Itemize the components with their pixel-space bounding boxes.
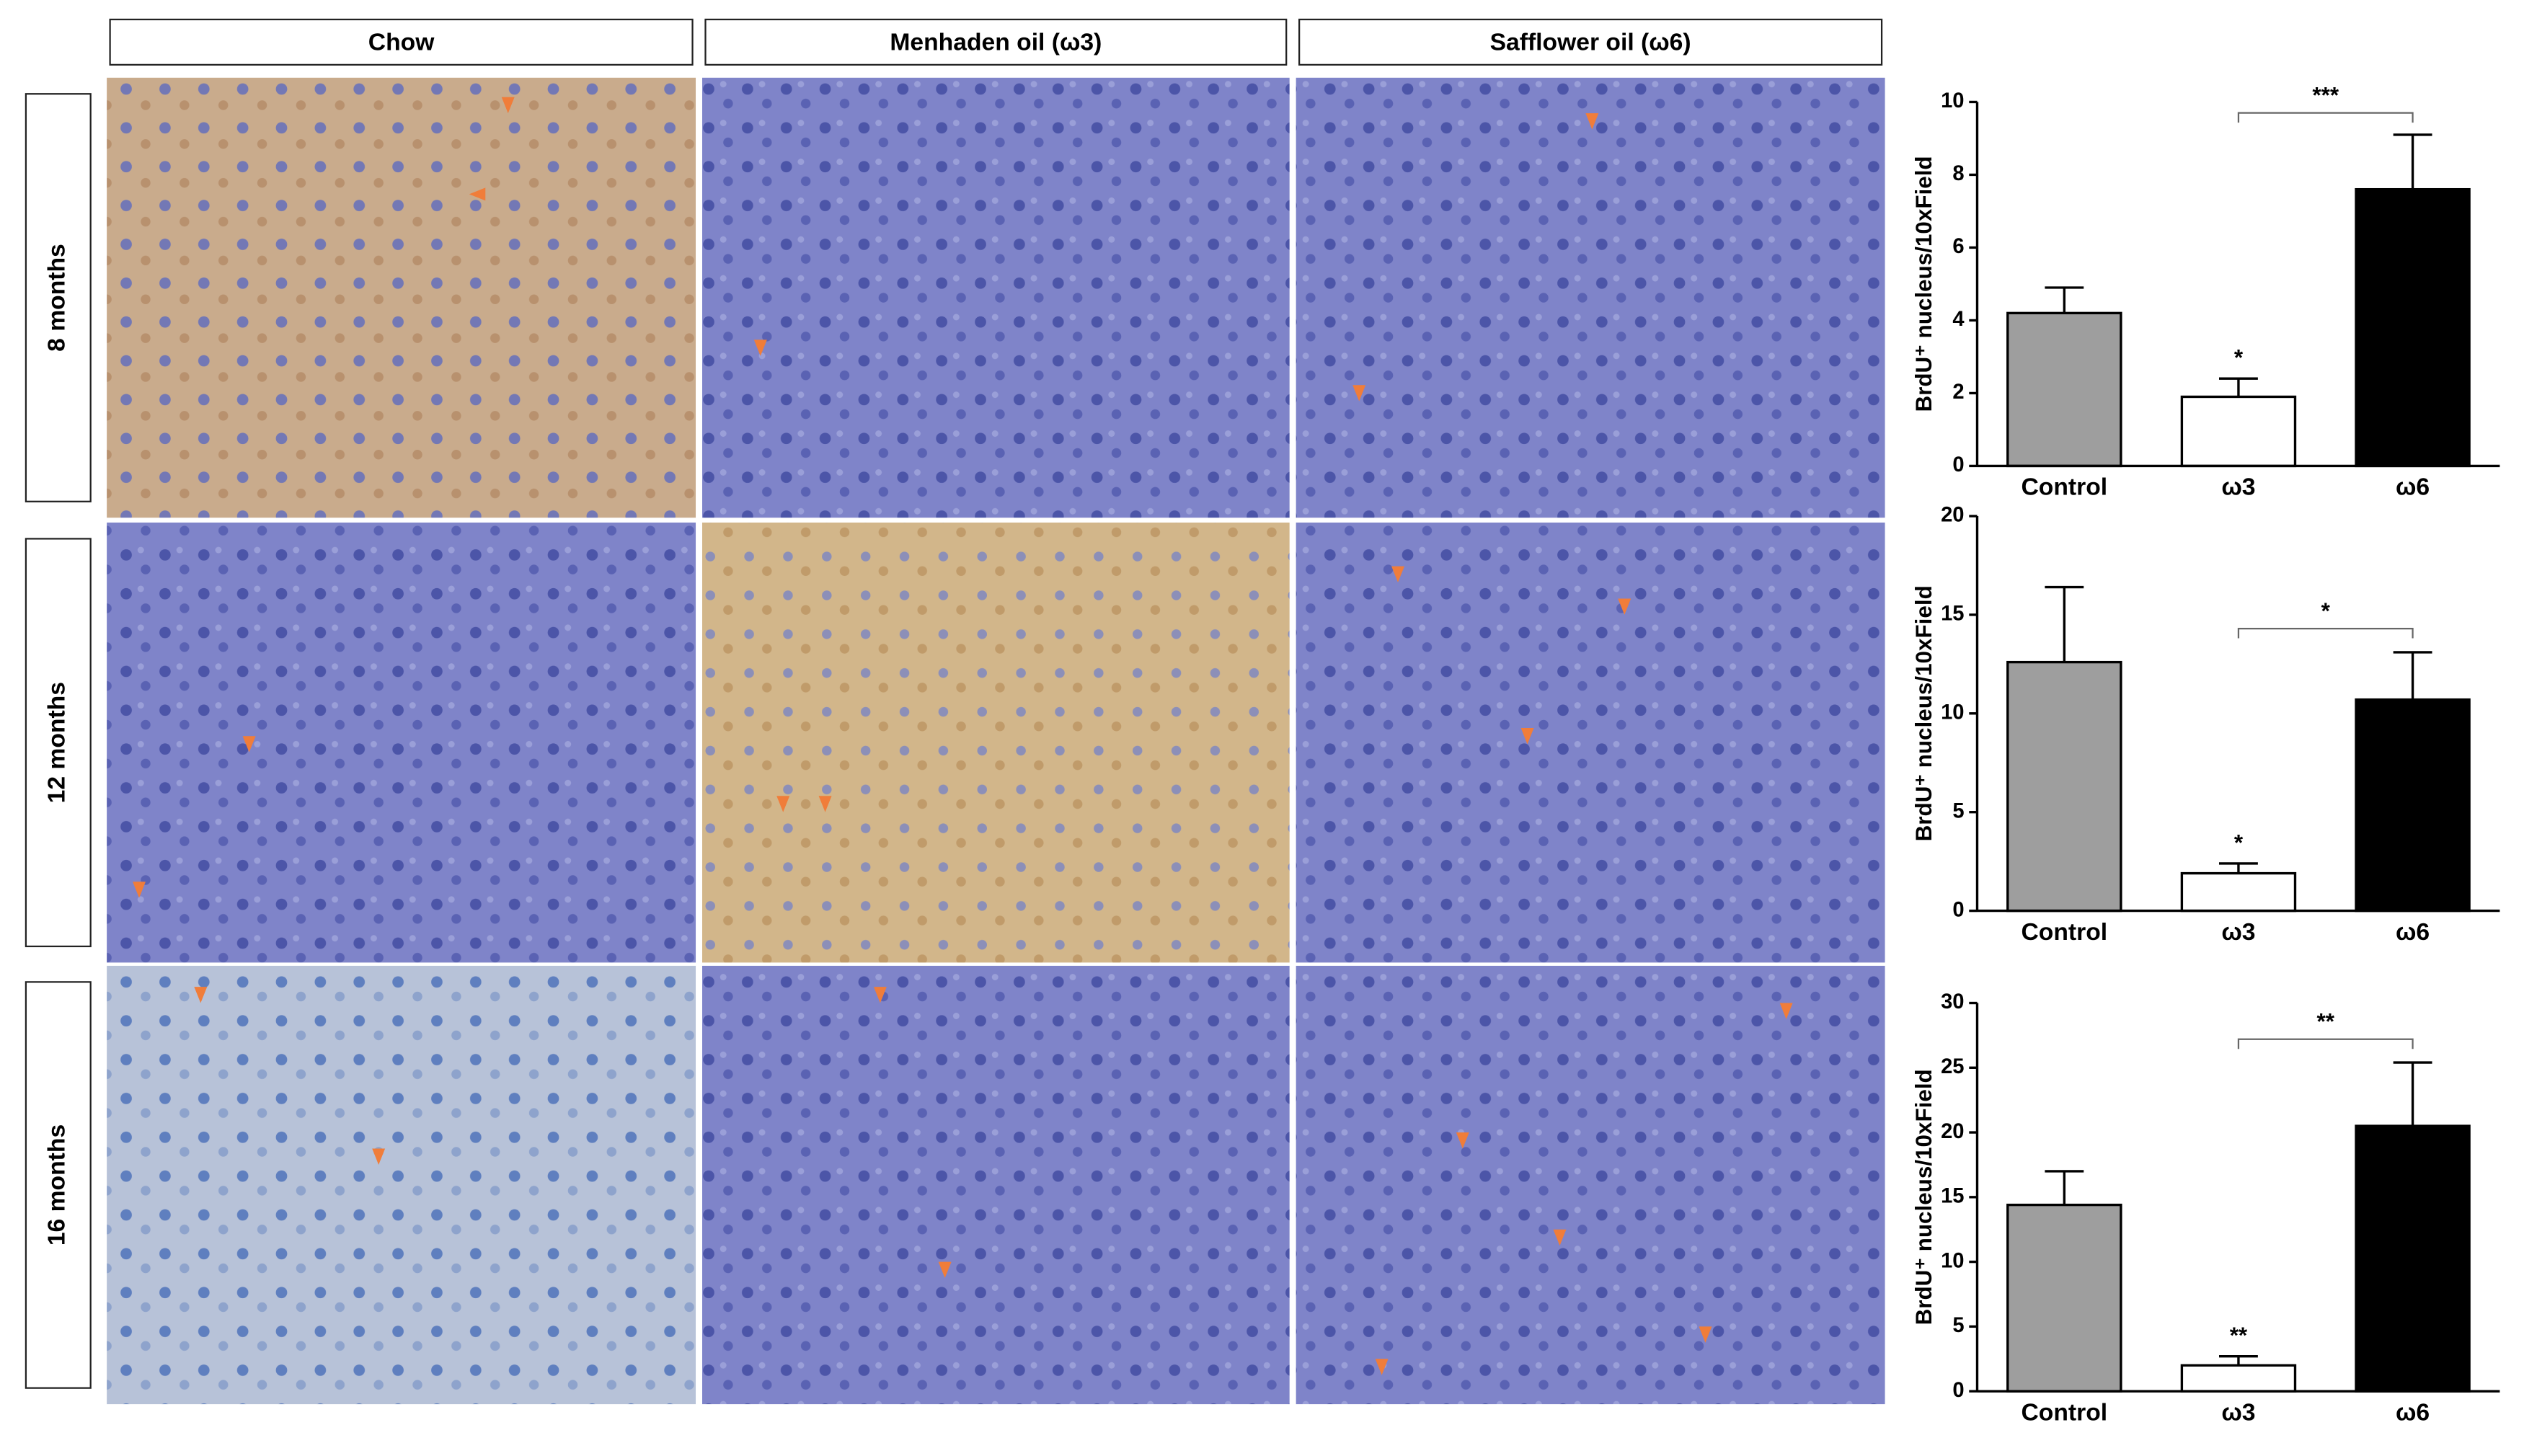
- significance-bracket: [2237, 112, 2414, 123]
- y-tick-label: 8: [1952, 162, 1964, 185]
- micrograph: [1296, 965, 1885, 1405]
- micrograph: [107, 965, 696, 1405]
- y-tick-label: 6: [1952, 235, 1964, 258]
- micrograph: [107, 522, 696, 963]
- micrograph: [702, 965, 1290, 1405]
- micrograph: [1296, 77, 1885, 518]
- y-tick-label: 0: [1952, 1379, 1964, 1402]
- significance: **: [2230, 1323, 2248, 1348]
- y-tick-label: 5: [1952, 799, 1964, 822]
- column-header: Chow: [368, 30, 435, 56]
- y-tick-label: 10: [1941, 1249, 1964, 1272]
- micrograph: [1296, 522, 1885, 963]
- y-tick-label: 30: [1941, 990, 1964, 1013]
- y-tick-label: 0: [1952, 453, 1964, 476]
- y-tick-label: 10: [1941, 701, 1964, 724]
- y-tick-label: 4: [1952, 308, 1965, 331]
- column-header: Menhaden oil (ω3): [890, 30, 1102, 56]
- bar: [2006, 311, 2122, 468]
- y-tick-label: 20: [1941, 1120, 1964, 1143]
- significance: *: [2234, 345, 2244, 370]
- x-tick-label: ω3: [2221, 1399, 2255, 1426]
- x-tick-label: Control: [2021, 474, 2107, 501]
- bar: [2180, 871, 2297, 913]
- y-tick-label: 2: [1952, 381, 1964, 404]
- x-tick-label: ω3: [2221, 919, 2255, 946]
- x-tick-label: Control: [2021, 1399, 2107, 1426]
- header-box: [109, 18, 694, 66]
- x-tick-label: Control: [2021, 919, 2107, 946]
- y-axis-label: BrdU⁺ nucleus/10xField: [1911, 156, 1936, 412]
- y-tick-label: 15: [1941, 1185, 1964, 1208]
- column-header: Safflower oil (ω6): [1490, 30, 1691, 56]
- x-tick-label: ω6: [2396, 1399, 2430, 1426]
- micrograph: [702, 522, 1290, 963]
- significance: ***: [2312, 82, 2339, 107]
- x-tick-label: ω3: [2221, 474, 2255, 501]
- y-axis-label: BrdU⁺ nucleus/10xField: [1911, 585, 1936, 841]
- bar: [2355, 698, 2471, 913]
- significance-bracket: [2237, 627, 2414, 639]
- significance-bracket: [2237, 1038, 2414, 1049]
- y-tick-label: 15: [1941, 603, 1964, 626]
- micrographs: [107, 64, 1885, 1405]
- bar: [2006, 1203, 2122, 1393]
- significance: *: [2321, 598, 2331, 623]
- bar: [2180, 1364, 2297, 1393]
- row-label: 16 months: [44, 1124, 71, 1246]
- row-label-box: [25, 93, 92, 502]
- x-tick-label: ω6: [2396, 474, 2430, 501]
- bar: [2180, 395, 2297, 468]
- bar: [2006, 660, 2122, 913]
- significance: *: [2234, 830, 2244, 855]
- header-box: [1298, 18, 1883, 66]
- micrograph: [702, 77, 1290, 518]
- significance: **: [2317, 1009, 2335, 1034]
- row-label: 8 months: [44, 244, 71, 352]
- y-tick-label: 25: [1941, 1055, 1964, 1078]
- y-tick-label: 5: [1952, 1314, 1964, 1337]
- arrows: [133, 97, 1793, 1375]
- x-tick-label: ω6: [2396, 919, 2430, 946]
- y-tick-label: 10: [1941, 89, 1964, 112]
- y-tick-label: 20: [1941, 504, 1964, 527]
- y-axis-label: BrdU⁺ nucleus/10xField: [1911, 1069, 1936, 1325]
- header-box: [704, 18, 1288, 66]
- row-label-box: [25, 981, 92, 1389]
- micrograph: [107, 77, 696, 518]
- bar: [2355, 187, 2471, 468]
- row-label: 12 months: [44, 682, 71, 803]
- row-label-box: [25, 538, 92, 948]
- y-tick-label: 0: [1952, 898, 1964, 921]
- bar: [2355, 1124, 2471, 1393]
